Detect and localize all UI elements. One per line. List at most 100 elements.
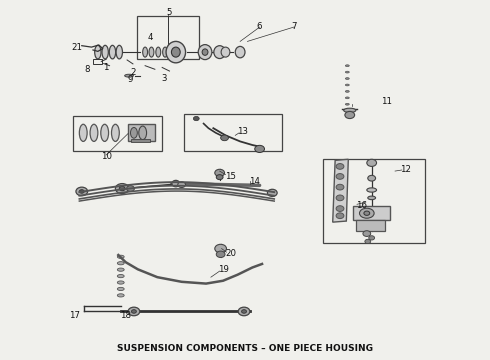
Ellipse shape: [117, 255, 124, 258]
Bar: [353, 206, 390, 220]
Ellipse shape: [345, 78, 349, 80]
Bar: [130, 139, 150, 143]
Ellipse shape: [364, 211, 370, 215]
Ellipse shape: [90, 124, 98, 141]
Ellipse shape: [172, 180, 180, 187]
Circle shape: [367, 159, 376, 166]
Circle shape: [336, 206, 344, 211]
Circle shape: [79, 190, 84, 193]
Ellipse shape: [95, 45, 101, 59]
Ellipse shape: [117, 268, 124, 271]
Ellipse shape: [109, 45, 116, 59]
Circle shape: [363, 231, 371, 237]
Ellipse shape: [198, 45, 212, 60]
Ellipse shape: [156, 47, 161, 57]
Circle shape: [336, 184, 344, 190]
Text: 3: 3: [162, 74, 168, 83]
Circle shape: [216, 175, 223, 180]
Circle shape: [255, 145, 265, 153]
Ellipse shape: [345, 103, 349, 105]
Text: 14: 14: [249, 177, 260, 186]
Ellipse shape: [117, 294, 124, 297]
Ellipse shape: [178, 182, 186, 188]
Ellipse shape: [143, 47, 147, 57]
Ellipse shape: [345, 90, 349, 92]
Text: 4: 4: [147, 33, 153, 42]
Bar: [128, 123, 155, 141]
Bar: [93, 59, 102, 64]
Ellipse shape: [345, 71, 349, 73]
Circle shape: [365, 239, 371, 244]
Bar: [137, 16, 199, 59]
Circle shape: [368, 175, 375, 181]
Text: 2: 2: [130, 68, 136, 77]
Circle shape: [116, 184, 129, 194]
Text: 8: 8: [84, 65, 89, 74]
Ellipse shape: [139, 126, 147, 140]
Ellipse shape: [214, 46, 225, 59]
Circle shape: [336, 163, 344, 169]
Ellipse shape: [367, 188, 376, 192]
Ellipse shape: [172, 47, 180, 57]
Text: 17: 17: [69, 311, 80, 320]
Ellipse shape: [235, 46, 245, 58]
Bar: [323, 158, 425, 243]
Circle shape: [126, 186, 134, 192]
Text: 10: 10: [100, 152, 112, 161]
Bar: [74, 116, 162, 152]
Text: 12: 12: [400, 165, 411, 174]
Circle shape: [119, 186, 125, 191]
Ellipse shape: [101, 124, 109, 141]
Bar: [184, 114, 282, 152]
Circle shape: [216, 251, 225, 257]
Text: 19: 19: [218, 265, 228, 274]
Text: 1: 1: [103, 63, 109, 72]
Text: 16: 16: [356, 201, 368, 210]
Circle shape: [220, 135, 228, 141]
Ellipse shape: [117, 274, 124, 278]
Ellipse shape: [117, 287, 124, 291]
Circle shape: [238, 307, 250, 316]
Ellipse shape: [130, 127, 137, 138]
Ellipse shape: [79, 124, 87, 141]
Ellipse shape: [368, 196, 375, 200]
Ellipse shape: [117, 262, 124, 265]
Circle shape: [369, 236, 374, 240]
Ellipse shape: [345, 97, 349, 99]
Ellipse shape: [163, 47, 168, 57]
Text: 7: 7: [291, 22, 296, 31]
Circle shape: [128, 307, 140, 316]
Circle shape: [131, 310, 136, 313]
Ellipse shape: [221, 47, 230, 57]
Ellipse shape: [117, 281, 124, 284]
Ellipse shape: [102, 45, 108, 59]
Circle shape: [268, 189, 277, 197]
Text: 6: 6: [257, 22, 262, 31]
Ellipse shape: [360, 208, 374, 218]
Ellipse shape: [116, 45, 122, 59]
Circle shape: [336, 174, 344, 179]
Text: 9: 9: [128, 76, 133, 85]
Circle shape: [336, 213, 344, 219]
Circle shape: [76, 187, 88, 196]
Text: 11: 11: [381, 97, 392, 106]
Circle shape: [194, 116, 199, 121]
Text: SUSPENSION COMPONENTS – ONE PIECE HOUSING: SUSPENSION COMPONENTS – ONE PIECE HOUSIN…: [117, 344, 373, 353]
Text: 15: 15: [225, 172, 236, 181]
Circle shape: [345, 111, 355, 118]
Ellipse shape: [202, 49, 208, 55]
Circle shape: [215, 169, 224, 176]
Text: 21: 21: [72, 43, 82, 52]
Ellipse shape: [124, 74, 133, 77]
Circle shape: [242, 310, 246, 313]
Ellipse shape: [345, 84, 349, 86]
Circle shape: [336, 195, 344, 201]
Ellipse shape: [343, 108, 356, 112]
Text: 20: 20: [225, 249, 236, 258]
Ellipse shape: [149, 47, 154, 57]
Ellipse shape: [112, 124, 119, 141]
Ellipse shape: [345, 65, 349, 67]
Polygon shape: [333, 159, 348, 222]
Bar: [356, 220, 385, 231]
Text: 5: 5: [167, 8, 172, 17]
